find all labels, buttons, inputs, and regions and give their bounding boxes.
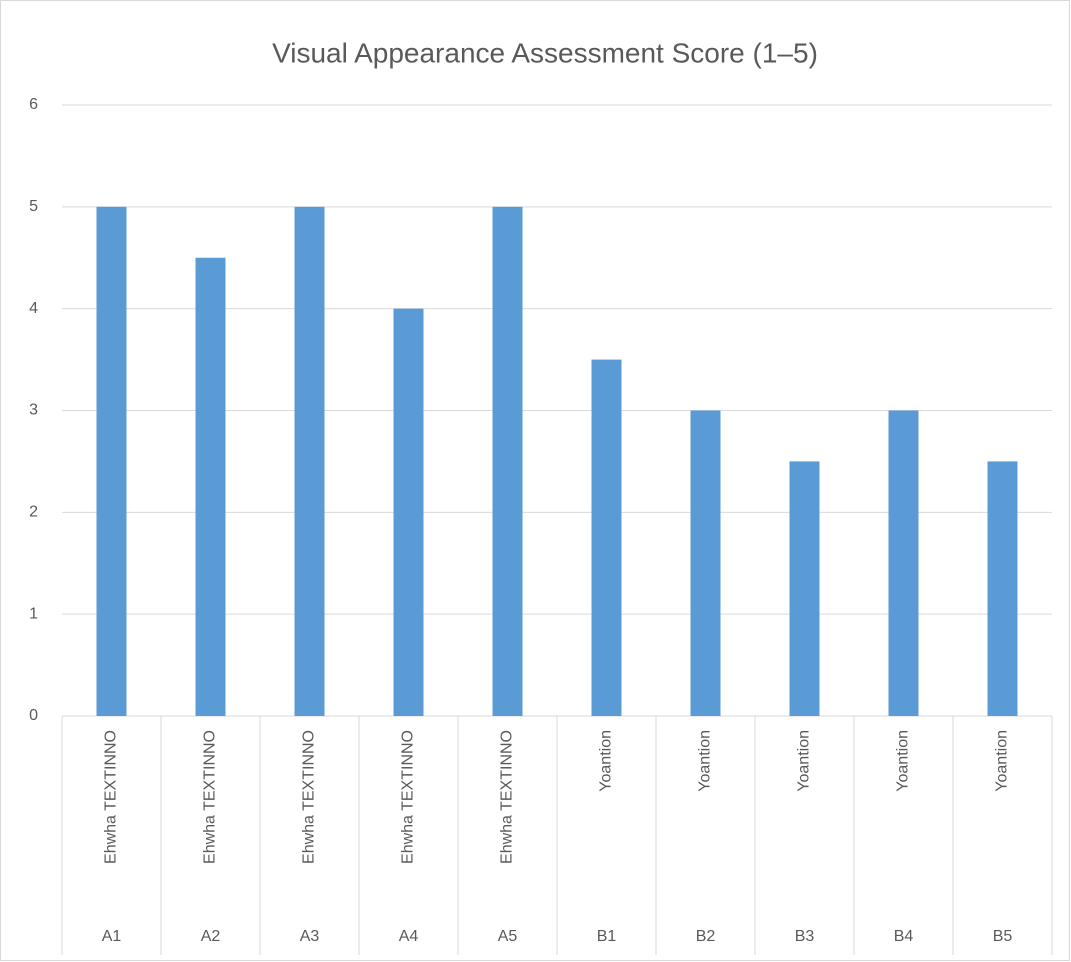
x-group-label: Ehwha TEXTINNO (400, 730, 417, 864)
x-group-label: Yoantion (598, 730, 615, 792)
y-tick-label: 3 (29, 402, 38, 419)
x-tick-label: B4 (894, 928, 914, 945)
bar (888, 410, 919, 716)
y-tick-label: 6 (29, 96, 38, 113)
x-group-label: Yoantion (895, 730, 912, 792)
bar (96, 206, 127, 717)
x-group-label: Ehwha TEXTINNO (499, 730, 516, 864)
x-tick-label: A4 (399, 928, 419, 945)
x-tick-label: A1 (102, 928, 122, 945)
x-group-label: Ehwha TEXTINNO (103, 730, 120, 864)
x-group-label: Ehwha TEXTINNO (301, 730, 318, 864)
x-tick-label: A3 (300, 928, 320, 945)
bar (393, 308, 424, 716)
chart-title: Visual Appearance Assessment Score (1–5) (272, 37, 818, 68)
y-tick-label: 5 (29, 198, 38, 215)
bar (294, 206, 325, 717)
bar (789, 461, 820, 716)
x-tick-label: A2 (201, 928, 221, 945)
x-group-label: Yoantion (697, 730, 714, 792)
bar (987, 461, 1018, 716)
x-tick-label: B1 (597, 928, 617, 945)
y-tick-label: 2 (29, 504, 38, 521)
x-tick-label: B2 (696, 928, 716, 945)
x-tick-label: B5 (993, 928, 1013, 945)
y-tick-label: 4 (29, 300, 38, 317)
bar (492, 206, 523, 717)
x-group-label: Yoantion (796, 730, 813, 792)
x-group-label: Yoantion (994, 730, 1011, 792)
x-group-label: Ehwha TEXTINNO (202, 730, 219, 864)
bar (690, 410, 721, 716)
x-tick-label: A5 (498, 928, 518, 945)
bar (591, 359, 622, 716)
y-tick-label: 1 (29, 605, 38, 622)
bar (195, 257, 226, 716)
y-tick-label: 0 (29, 707, 38, 724)
x-tick-label: B3 (795, 928, 815, 945)
